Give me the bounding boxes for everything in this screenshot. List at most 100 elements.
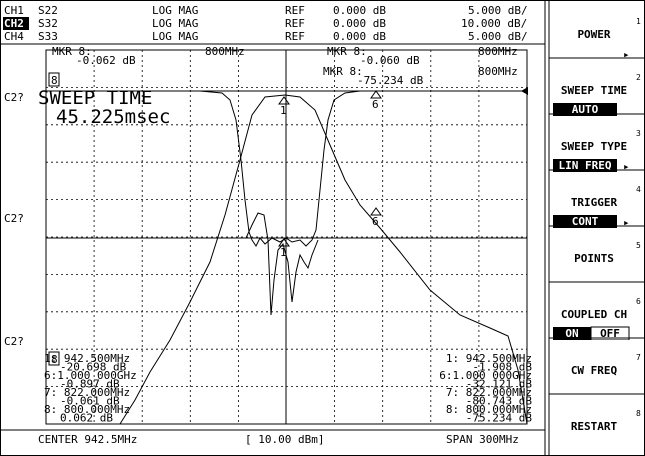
- marker-label: MKR 8:: [52, 45, 92, 58]
- marker-readout: -80.743 dB: [466, 395, 533, 408]
- source-power: [ 10.00 dBm]: [245, 433, 324, 446]
- softkey[interactable]: 2 SWEEP TIME AUTO: [550, 60, 644, 116]
- marker-frequency: 800MHz: [478, 65, 518, 78]
- marker-readout: -75.234 dB: [466, 412, 533, 425]
- softkey-option: OFF: [600, 327, 620, 340]
- marker-readout: 0.062 dB: [60, 412, 113, 425]
- format: LOG MAG: [152, 30, 198, 43]
- softkey-number: 4: [636, 185, 641, 194]
- marker-frequency: 800MHz: [205, 45, 245, 58]
- ref-value: 0.000 dB: [333, 30, 386, 43]
- softkey-label: POINTS: [574, 252, 614, 265]
- softkey-value: LIN FREQ: [559, 159, 612, 172]
- marker-list: 1: 942.500MHz-1.908 dB6:1.000 000GHz-32.…: [439, 352, 532, 425]
- softkey-label: CW FREQ: [571, 364, 618, 377]
- channel-label: C2?: [4, 212, 24, 225]
- marker-number: 6: [372, 215, 379, 228]
- softkey[interactable]: 7 CW FREQ: [550, 340, 644, 394]
- marker-number: 1: [280, 246, 287, 259]
- marker-triangle: [278, 238, 290, 247]
- marker-frequency: 800MHz: [478, 45, 518, 58]
- trace: [245, 212, 319, 316]
- softkey-panel: 1 POWER ▸ 2 SWEEP TIME AUTO 3 SWEEP TYPE LIN FRE…: [549, 4, 645, 450]
- softkey-option: ON: [565, 327, 578, 340]
- marker-readout: 6:1.000 000GHz: [44, 369, 137, 382]
- softkey-number: 8: [636, 409, 641, 418]
- marker-label: MKR 8:: [327, 45, 367, 58]
- marker-value: -75.234 dB: [357, 74, 424, 87]
- marker-value: -0.060 dB: [360, 54, 420, 67]
- softkey-arrow: ▸: [623, 160, 630, 173]
- ref-value: 0.000 dB: [333, 4, 386, 17]
- marker-readout: 7: 822.000MHz: [44, 386, 130, 399]
- channel-header: CH1 S22 LOG MAG REF 0.000 dB 5.000 dB/ C…: [3, 4, 528, 43]
- value-highlight: [553, 159, 617, 172]
- softkey-arrow: ▸: [623, 48, 630, 61]
- trace: [46, 90, 527, 247]
- softkey-number: 6: [636, 297, 641, 306]
- marker-readout: -0.061 dB: [60, 395, 120, 408]
- softkey[interactable]: 4 TRIGGER CONT ▸: [550, 172, 644, 229]
- active-channel-highlight: [3, 17, 29, 30]
- parameter: S22: [38, 4, 58, 17]
- marker-triangle: [278, 96, 290, 105]
- format: LOG MAG: [152, 17, 198, 30]
- softkey-label: POWER: [577, 28, 610, 41]
- softkey-number: 7: [636, 353, 641, 362]
- marker-value: -0.062 dB: [76, 54, 136, 67]
- softkey-area[interactable]: [550, 228, 644, 282]
- softkey-label: SWEEP TYPE: [561, 140, 627, 153]
- softkey-area[interactable]: [550, 340, 644, 394]
- channel-label: C2?: [4, 335, 24, 348]
- parameter: S32: [38, 17, 58, 30]
- softkey-number: 1: [636, 17, 641, 26]
- channel: CH2: [4, 17, 24, 30]
- softkey[interactable]: 3 SWEEP TYPE LIN FREQ ▸: [550, 116, 644, 173]
- sweep-time-value: 45.225msec: [56, 106, 170, 128]
- marker-readout: -20.698 dB: [60, 361, 127, 374]
- softkey-label: COUPLED CH: [561, 308, 627, 321]
- active-marker: 8: [51, 74, 58, 87]
- marker-readout: 6:1.000 000GHz: [439, 369, 532, 382]
- scale: 10.000 dB/: [461, 17, 527, 30]
- ref-value: 0.000 dB: [333, 17, 386, 30]
- marker-number: 6: [372, 98, 379, 111]
- softkey-value: CONT: [572, 215, 599, 228]
- ref-label: REF: [285, 17, 305, 30]
- softkey-number: 2: [636, 73, 641, 82]
- marker-list: 1: 942.500MHz-20.698 dB6:1.000 000GHz-0.…: [44, 352, 137, 425]
- marker-triangle: [370, 90, 382, 99]
- marker-readout: -0.897 dB: [60, 378, 120, 391]
- softkey[interactable]: 6 COUPLED CH ON OFF: [550, 284, 644, 341]
- channel: CH1: [4, 4, 24, 17]
- marker-readout: 7: 822.000MHz: [446, 386, 532, 399]
- marker-readout: 1: 942.500MHz: [44, 352, 130, 365]
- marker-readout: 8: 800.000MHz: [44, 403, 130, 416]
- softkey-area[interactable]: [550, 4, 644, 58]
- channel: CH4: [4, 30, 24, 43]
- sweep-time-label: SWEEP TIME: [38, 87, 152, 109]
- softkey-label: RESTART: [571, 420, 618, 433]
- graticule: [45, 49, 528, 425]
- marker-readout: -32.121 dB: [466, 378, 533, 391]
- softkey[interactable]: 5 POINTS: [550, 228, 644, 282]
- softkey[interactable]: 1 POWER ▸: [550, 4, 644, 61]
- marker-readout: -1.908 dB: [472, 361, 532, 374]
- marker-box: [48, 351, 60, 366]
- softkey-number: 3: [636, 129, 641, 138]
- ref-label: REF: [285, 4, 305, 17]
- trace: [119, 94, 528, 425]
- scale: 5.000 dB/: [468, 4, 528, 17]
- softkey-area[interactable]: [550, 396, 644, 450]
- center-frequency: CENTER 942.5MHz: [38, 433, 137, 446]
- softkey[interactable]: 8 RESTART: [550, 396, 644, 450]
- marker-number: 1: [280, 104, 287, 117]
- format: LOG MAG: [152, 4, 198, 17]
- ref-label: REF: [285, 30, 305, 43]
- active-marker: 8: [51, 353, 58, 366]
- marker-triangle: [370, 207, 382, 216]
- span: SPAN 300MHz: [446, 433, 519, 446]
- marker-readout: 1: 942.500MHz: [446, 352, 532, 365]
